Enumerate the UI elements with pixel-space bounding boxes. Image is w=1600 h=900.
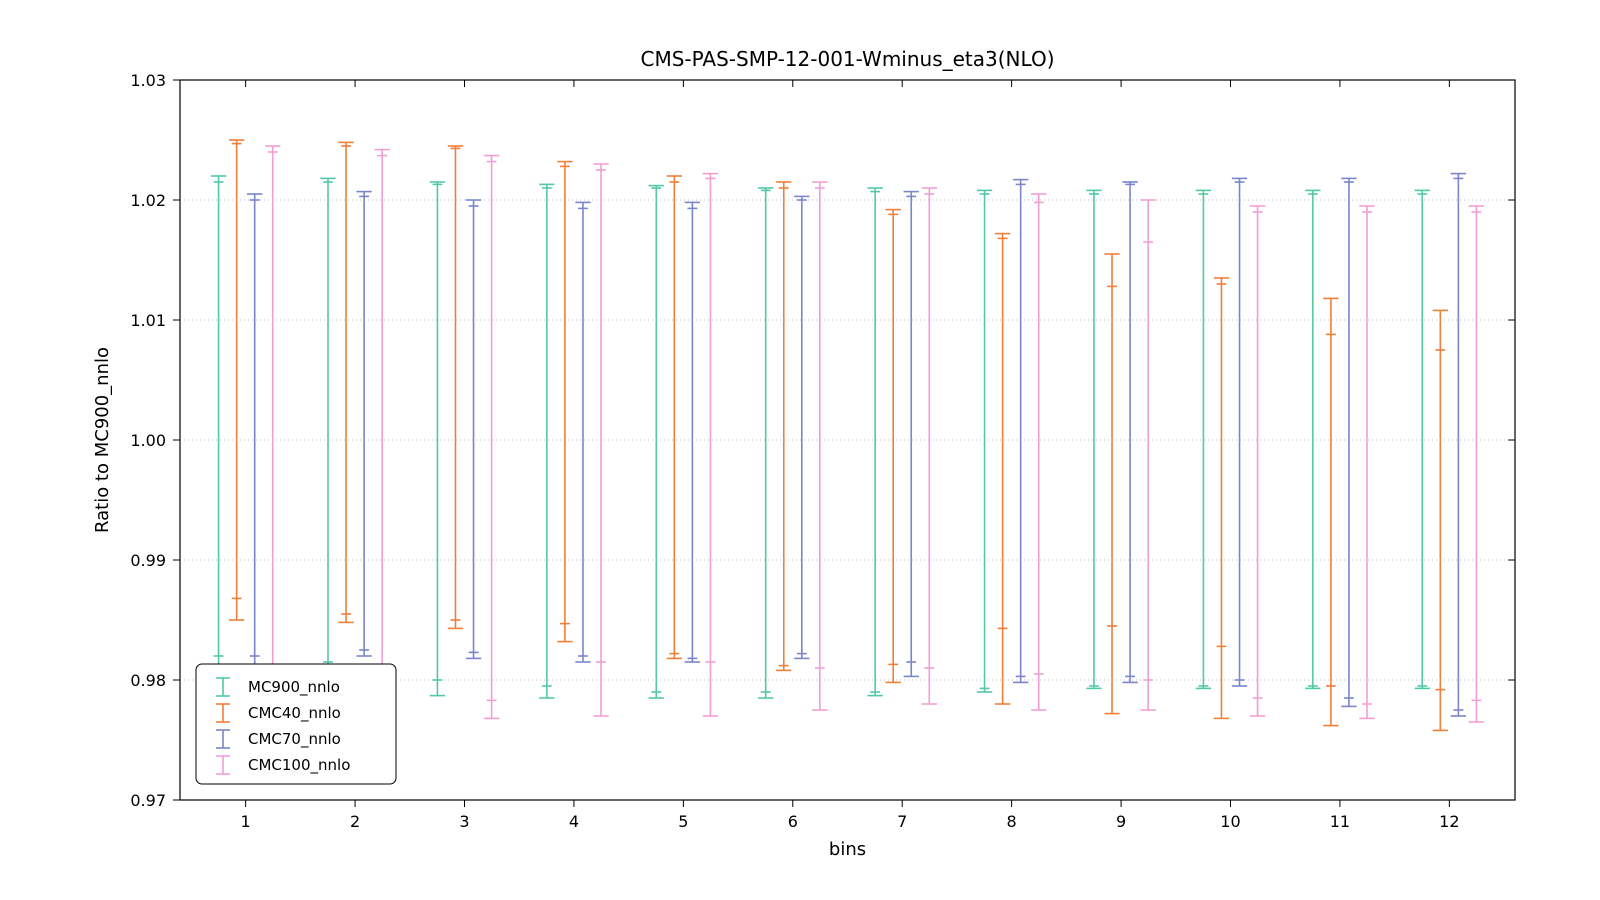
x-tick-label: 8 [1007,812,1017,831]
chart-container: 1234567891011120.970.980.991.001.011.021… [0,0,1600,900]
x-tick-label: 6 [788,812,798,831]
y-axis-label: Ratio to MC900_nnlo [92,347,113,533]
errorbar-chart: 1234567891011120.970.980.991.001.011.021… [0,0,1600,900]
y-tick-label: 1.02 [130,191,166,210]
y-tick-label: 0.99 [130,551,166,570]
y-tick-label: 0.98 [130,671,166,690]
x-tick-label: 5 [678,812,688,831]
x-axis-label: bins [829,839,866,860]
legend: MC900_nnlo CMC40_nnlo CMC70_nnlo CMC100_nnl… [196,664,396,784]
legend-label: CMC100_nnlo [248,756,350,775]
x-tick-label: 10 [1220,812,1240,831]
x-tick-label: 3 [459,812,469,831]
x-tick-label: 1 [241,812,251,831]
y-tick-label: 0.97 [130,791,166,810]
legend-label: CMC70_nnlo [248,730,341,749]
x-tick-label: 7 [897,812,907,831]
y-tick-label: 1.03 [130,71,166,90]
x-tick-label: 11 [1330,812,1350,831]
legend-label: CMC40_nnlo [248,704,341,723]
x-tick-label: 12 [1439,812,1459,831]
chart-title: CMS-PAS-SMP-12-001-Wminus_eta3(NLO) [641,47,1055,71]
x-tick-label: 9 [1116,812,1126,831]
y-tick-label: 1.01 [130,311,166,330]
legend-label: MC900_nnlo [248,678,340,697]
x-tick-label: 4 [569,812,579,831]
x-tick-label: 2 [350,812,360,831]
y-tick-label: 1.00 [130,431,166,450]
